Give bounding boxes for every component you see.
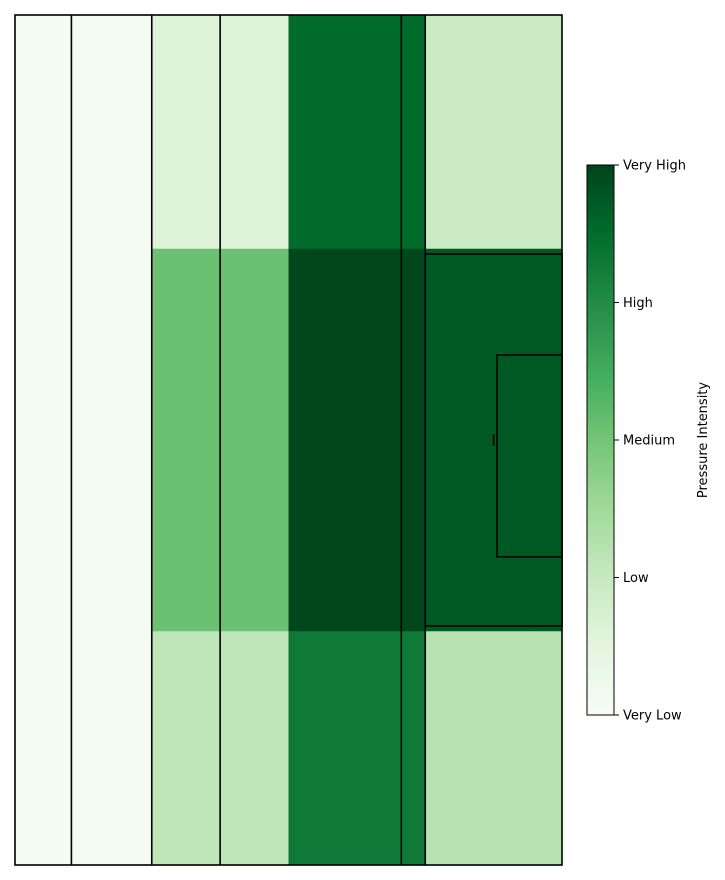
heatmap-cell <box>220 15 290 250</box>
heatmap-cells <box>15 15 563 866</box>
heatmap-cell <box>527 15 563 250</box>
heatmap-cell <box>220 248 290 632</box>
plot-frame <box>14 14 563 866</box>
heatmap-cell <box>15 631 73 866</box>
heatmap-cell <box>425 631 529 866</box>
heatmap-cell <box>71 15 153 250</box>
colorbar-tick-label: Low <box>623 571 649 586</box>
heatmap-cell <box>71 248 153 632</box>
heatmap-cell <box>425 248 529 632</box>
heatmap-cell <box>220 631 290 866</box>
heatmap-cell <box>401 631 426 866</box>
heatmap-cell <box>401 248 426 632</box>
heatmap-cell <box>71 631 153 866</box>
colorbar-label: Pressure Intensity <box>696 382 711 499</box>
colorbar-tick-label: Very Low <box>623 709 682 724</box>
heatmap-cell <box>151 248 221 632</box>
colorbar-ticks: Very Low Low Medium High Very High <box>614 159 686 724</box>
colorbar-tick-label: High <box>623 296 653 311</box>
heatmap-cell <box>401 15 426 250</box>
colorbar: Very Low Low Medium High Very High Pressure … <box>586 159 711 724</box>
heatmap-cell <box>527 631 563 866</box>
heatmap-cell <box>425 15 529 250</box>
heatmap-cell <box>151 15 221 250</box>
heatmap-cell <box>151 631 221 866</box>
colorbar-tick-label: Very High <box>623 159 686 174</box>
colorbar-gradient <box>587 165 614 715</box>
heatmap-cell <box>288 15 402 250</box>
heatmap-cell <box>288 631 402 866</box>
heatmap-cell <box>15 15 73 250</box>
colorbar-tick-label: Medium <box>623 434 675 449</box>
heatmap-cell <box>527 248 563 632</box>
heatmap-cell <box>15 248 73 632</box>
heatmap-cell <box>288 248 402 632</box>
